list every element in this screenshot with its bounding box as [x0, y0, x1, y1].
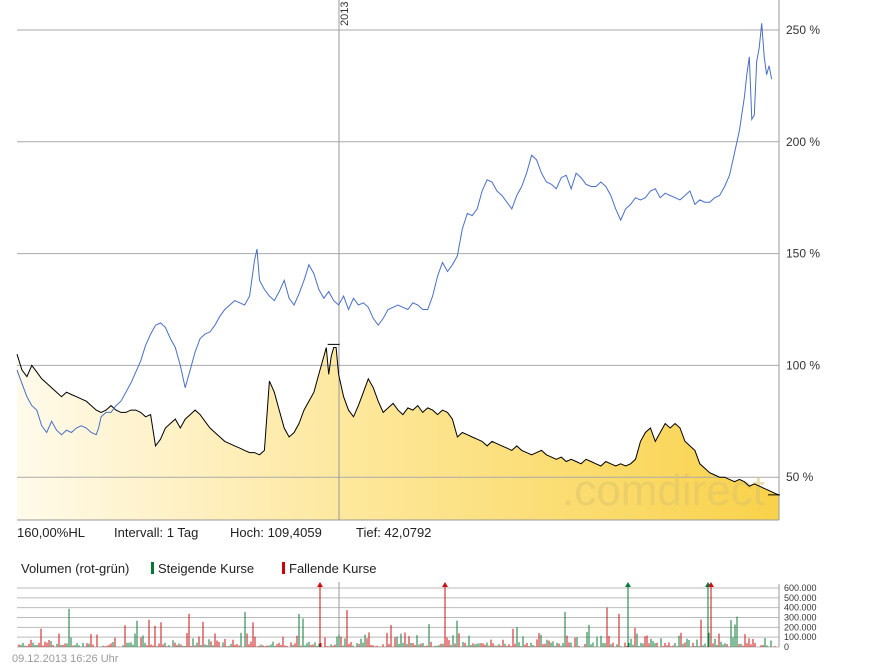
interval-label: Intervall: 1 Tag [114, 525, 199, 540]
overflow-arrow [317, 582, 323, 587]
volume-tick-label: 0 [784, 642, 789, 652]
high-label: Hoch: 109,4059 [230, 525, 322, 540]
y-tick-label: 100 % [786, 358, 820, 372]
area-line [16, 347, 780, 496]
year-marker-label: 2013 [339, 2, 351, 26]
legend-falling: Fallende Kurse [282, 561, 376, 576]
falling-swatch [282, 562, 285, 574]
legend-rising: Steigende Kurse [151, 561, 254, 576]
y-tick-label: 250 % [786, 23, 820, 37]
overflow-arrow [442, 582, 448, 587]
volume-tick-label: 500.000 [784, 593, 817, 603]
volume-tick-label: 200.000 [784, 622, 817, 632]
volume-tick-label: 400.000 [784, 603, 817, 613]
legend-rising-label: Steigende Kurse [158, 561, 255, 576]
volume-tick-label: 600.000 [784, 583, 817, 593]
volume-title: Volumen (rot-grün) [21, 561, 130, 576]
volume-tick-label: 100.000 [784, 632, 817, 642]
y-tick-label: 150 % [786, 247, 820, 261]
low-label: Tief: 42,0792 [356, 525, 432, 540]
comparison-line [16, 23, 773, 436]
y-tick-label: 50 % [786, 470, 814, 484]
overflow-arrow [625, 582, 631, 587]
footer-timestamp: 09.12.2013 16:26 Uhr [12, 653, 119, 665]
legend-falling-label: Fallende Kurse [289, 561, 377, 576]
brand-watermark: .comdirect [562, 466, 765, 515]
scale-label: 160,00%HL [17, 525, 85, 540]
y-tick-label: 200 % [786, 135, 820, 149]
rising-swatch [151, 562, 154, 574]
volume-tick-label: 300.000 [784, 613, 817, 623]
overflow-arrow [708, 582, 714, 587]
